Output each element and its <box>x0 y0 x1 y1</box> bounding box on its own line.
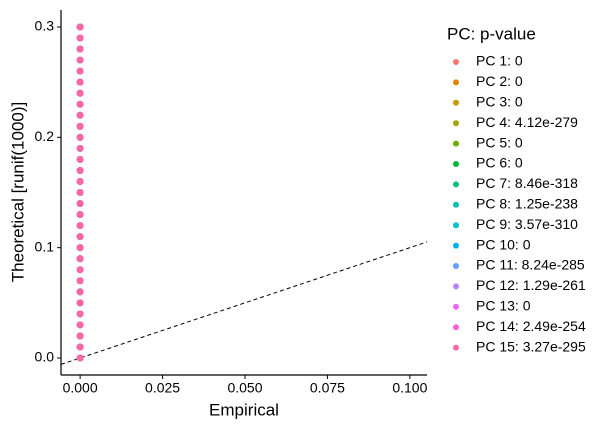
point <box>76 34 84 42</box>
point <box>76 189 84 196</box>
point <box>76 354 84 362</box>
point <box>76 122 84 130</box>
point <box>76 89 84 97</box>
legend-label: PC 9: 3.57e-310 <box>476 216 578 232</box>
legend-label: PC 7: 8.46e-318 <box>476 175 578 191</box>
y-axis-title: Theoretical [runif(1000)] <box>8 102 27 282</box>
y-tick-label: 0.0 <box>35 349 55 365</box>
legend-label: PC 15: 3.27e-295 <box>476 338 586 354</box>
legend-swatch <box>453 201 459 208</box>
legend-swatch <box>453 303 459 310</box>
point <box>76 266 84 274</box>
x-tick-label: 0.025 <box>145 380 180 396</box>
legend-label: PC 1: 0 <box>476 53 523 69</box>
point <box>76 321 84 329</box>
point <box>76 244 84 252</box>
y-tick-label: 0.3 <box>35 18 55 34</box>
point <box>76 167 84 174</box>
point <box>76 211 84 218</box>
legend-swatch <box>453 79 459 86</box>
legend-label: PC 3: 0 <box>476 94 523 110</box>
point <box>76 155 84 163</box>
x-tick-label: 0.050 <box>227 380 262 396</box>
point <box>76 100 84 108</box>
point <box>76 200 84 207</box>
legend-label: PC 10: 0 <box>476 236 531 252</box>
legend-label: PC 4: 4.12e-279 <box>476 114 578 130</box>
point <box>76 299 84 307</box>
legend-swatch <box>453 263 459 269</box>
legend-swatch <box>453 99 459 106</box>
point <box>76 332 84 340</box>
point <box>76 45 84 53</box>
point <box>76 255 84 263</box>
legend-swatch <box>453 181 459 188</box>
reference-line <box>60 241 428 365</box>
point <box>76 310 84 318</box>
x-tick-label: 0.075 <box>310 380 345 396</box>
legend-label: PC 12: 1.29e-261 <box>476 277 586 293</box>
legend-label: PC 13: 0 <box>476 298 531 314</box>
legend-swatch <box>453 59 459 65</box>
legend-swatch <box>453 344 459 351</box>
legend-swatch <box>453 222 459 229</box>
point <box>76 288 84 296</box>
legend-swatch <box>453 140 459 147</box>
point <box>76 277 84 285</box>
point <box>76 133 84 141</box>
point <box>76 67 84 75</box>
legend-swatch <box>453 324 459 331</box>
x-tick-label: 0.000 <box>63 380 98 396</box>
legend-label: PC 5: 0 <box>476 134 523 150</box>
point <box>76 343 84 351</box>
legend-swatch <box>453 161 459 167</box>
point <box>76 56 84 64</box>
point <box>76 111 84 119</box>
legend-swatch <box>453 242 459 249</box>
y-tick-label: 0.2 <box>35 128 55 144</box>
legend-title: PC: p-value <box>447 24 536 43</box>
legend-label: PC 2: 0 <box>476 73 523 89</box>
legend-label: PC 14: 2.49e-254 <box>476 318 586 334</box>
point <box>76 222 84 230</box>
legend-swatch <box>453 283 459 290</box>
point <box>76 178 84 185</box>
point <box>76 23 84 31</box>
legend-swatch <box>453 120 459 127</box>
point <box>76 233 84 241</box>
point <box>76 78 84 86</box>
x-axis-title: Empirical <box>209 400 279 419</box>
x-tick-label: 0.100 <box>392 380 427 396</box>
y-tick-label: 0.1 <box>35 238 55 254</box>
legend-label: PC 11: 8.24e-285 <box>476 257 585 273</box>
legend-label: PC 8: 1.25e-238 <box>476 196 578 212</box>
point <box>76 144 84 152</box>
legend-label: PC 6: 0 <box>476 155 523 171</box>
